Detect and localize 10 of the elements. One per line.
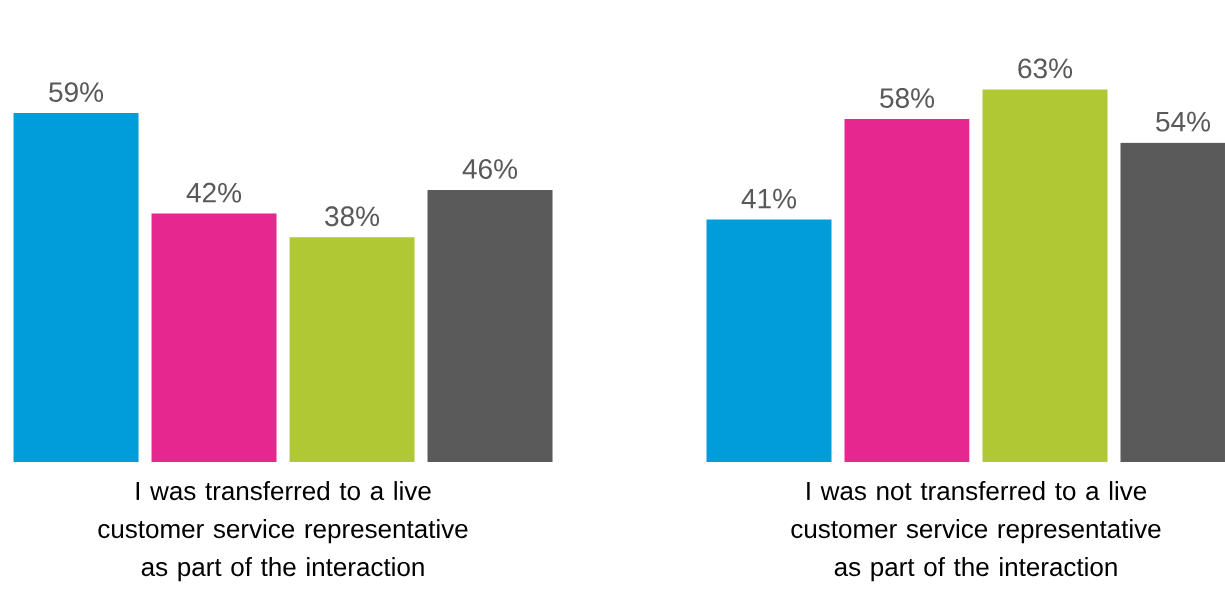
data-label: 63%: [1018, 58, 1073, 79]
data-label: 59%: [49, 82, 104, 103]
data-label: 38%: [325, 206, 380, 227]
data-label: 41%: [741, 188, 797, 209]
x-tick-label: I was transferred to a live customer service representative as part of the interaction: [98, 481, 468, 582]
data-label: 46%: [462, 159, 518, 179]
data-label: 58%: [880, 88, 935, 108]
x-tick-label: I was not transferred to a live customer service representative as part of the interaction: [791, 481, 1161, 582]
data-label: 54%: [1156, 111, 1211, 132]
data-label: 42%: [186, 182, 242, 203]
